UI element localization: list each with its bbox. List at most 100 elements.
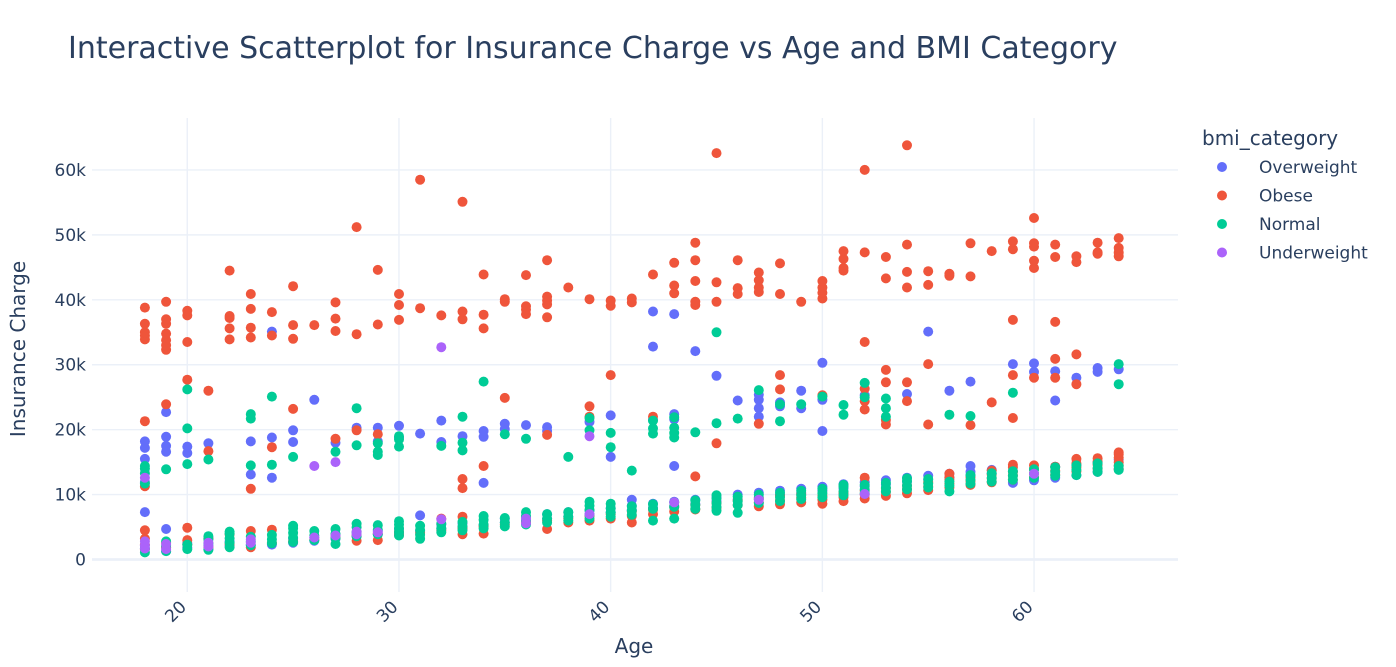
data-point[interactable] (415, 174, 426, 185)
data-point[interactable] (161, 539, 172, 549)
data-point[interactable] (288, 437, 299, 447)
data-point[interactable] (139, 453, 150, 464)
data-point[interactable] (965, 238, 976, 249)
data-point[interactable] (690, 237, 701, 248)
data-point[interactable] (542, 291, 553, 302)
data-point[interactable] (415, 428, 426, 439)
data-point[interactable] (288, 281, 299, 292)
data-point[interactable] (542, 255, 553, 266)
data-point[interactable] (224, 323, 235, 334)
data-point[interactable] (902, 396, 912, 407)
data-point[interactable] (859, 377, 870, 388)
data-point[interactable] (1071, 251, 1082, 262)
data-point[interactable] (1007, 387, 1018, 398)
data-point[interactable] (182, 337, 193, 347)
data-point[interactable] (330, 530, 341, 541)
data-point[interactable] (923, 419, 934, 430)
data-point[interactable] (669, 309, 680, 320)
data-point[interactable] (394, 441, 404, 452)
data-point[interactable] (1113, 233, 1124, 244)
data-point[interactable] (161, 314, 172, 325)
data-point[interactable] (372, 429, 383, 440)
data-point[interactable] (139, 461, 150, 471)
data-point[interactable] (394, 314, 404, 325)
data-point[interactable] (605, 295, 616, 306)
data-point[interactable] (859, 404, 870, 415)
data-point[interactable] (923, 474, 934, 484)
data-point[interactable] (521, 270, 531, 281)
data-point[interactable] (415, 303, 426, 314)
data-point[interactable] (817, 483, 828, 494)
data-point[interactable] (753, 403, 764, 414)
data-point[interactable] (478, 511, 489, 521)
data-point[interactable] (923, 326, 934, 337)
data-point[interactable] (182, 441, 193, 452)
data-point[interactable] (224, 526, 235, 537)
data-point[interactable] (457, 411, 468, 422)
data-point[interactable] (669, 280, 680, 291)
data-point[interactable] (1029, 468, 1039, 479)
data-point[interactable] (584, 431, 595, 442)
data-point[interactable] (753, 494, 764, 505)
data-point[interactable] (309, 532, 320, 543)
data-point[interactable] (817, 391, 828, 402)
data-point[interactable] (648, 515, 658, 526)
data-point[interactable] (330, 433, 341, 444)
data-point[interactable] (732, 507, 743, 518)
data-point[interactable] (182, 539, 193, 550)
data-point[interactable] (605, 442, 616, 453)
data-point[interactable] (266, 459, 277, 470)
data-point[interactable] (266, 307, 277, 318)
data-point[interactable] (775, 399, 785, 410)
data-point[interactable] (457, 437, 468, 448)
data-point[interactable] (690, 255, 701, 266)
data-point[interactable] (817, 357, 828, 368)
data-point[interactable] (457, 445, 468, 456)
data-point[interactable] (817, 426, 828, 436)
data-point[interactable] (1113, 379, 1124, 390)
data-point[interactable] (521, 433, 531, 444)
data-point[interactable] (457, 474, 468, 484)
data-point[interactable] (669, 288, 680, 299)
data-point[interactable] (1029, 213, 1039, 223)
data-point[interactable] (161, 399, 172, 410)
data-point[interactable] (690, 427, 701, 438)
data-point[interactable] (499, 418, 510, 429)
legend-item-obese[interactable]: Obese (1217, 187, 1313, 207)
data-point[interactable] (372, 319, 383, 330)
data-point[interactable] (880, 411, 891, 422)
data-point[interactable] (944, 268, 955, 279)
data-point[interactable] (351, 425, 362, 436)
data-point[interactable] (775, 416, 785, 427)
data-point[interactable] (182, 522, 193, 533)
data-point[interactable] (732, 413, 743, 424)
data-point[interactable] (1050, 353, 1061, 364)
data-point[interactable] (542, 509, 553, 520)
data-point[interactable] (796, 485, 807, 496)
data-point[interactable] (415, 510, 426, 521)
data-point[interactable] (266, 529, 277, 540)
data-point[interactable] (838, 400, 849, 410)
data-point[interactable] (1050, 372, 1061, 383)
data-point[interactable] (859, 247, 870, 258)
data-point[interactable] (986, 246, 997, 257)
data-point[interactable] (139, 436, 150, 447)
data-point[interactable] (859, 392, 870, 403)
data-point[interactable] (351, 526, 362, 537)
data-point[interactable] (711, 296, 722, 307)
data-point[interactable] (584, 509, 595, 520)
data-point[interactable] (902, 389, 912, 399)
data-point[interactable] (288, 451, 299, 462)
data-point[interactable] (965, 420, 976, 431)
data-point[interactable] (351, 222, 362, 233)
data-point[interactable] (626, 501, 637, 512)
data-point[interactable] (1050, 462, 1061, 473)
data-point[interactable] (542, 429, 553, 440)
data-point[interactable] (986, 468, 997, 479)
data-point[interactable] (457, 196, 468, 207)
data-point[interactable] (521, 513, 531, 524)
data-point[interactable] (775, 289, 785, 299)
data-point[interactable] (394, 289, 404, 299)
data-point[interactable] (902, 473, 912, 484)
data-point[interactable] (753, 267, 764, 278)
